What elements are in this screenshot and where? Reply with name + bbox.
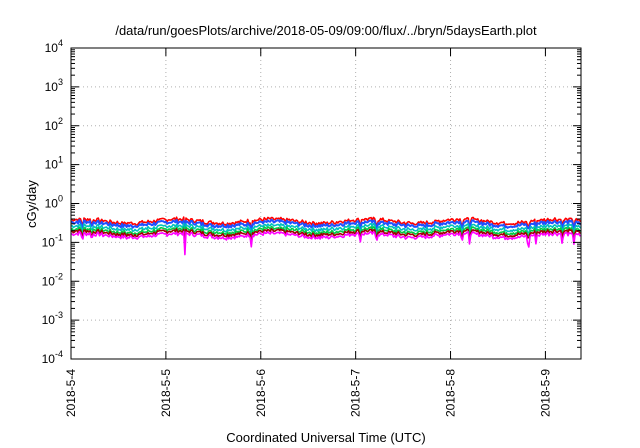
y-tick-label: 103 xyxy=(45,77,63,94)
series-lines xyxy=(70,216,582,256)
grid-lines xyxy=(71,48,581,359)
x-tick-label: 2018-5-9 xyxy=(538,369,552,417)
series-line xyxy=(70,216,582,233)
y-tick-label: 10-4 xyxy=(42,349,63,366)
y-tick-label: 104 xyxy=(45,38,63,55)
y-tick-label: 102 xyxy=(45,116,63,133)
series-line xyxy=(70,230,582,256)
x-tick-label: 2018-5-5 xyxy=(159,369,173,417)
y-tick-label: 101 xyxy=(45,155,63,172)
x-axis-label: Coordinated Universal Time (UTC) xyxy=(226,430,425,445)
y-tick-label: 10-1 xyxy=(42,232,63,249)
y-tick-label: 100 xyxy=(45,194,63,211)
y-axis-ticks: 10-4 10-3 10-2 10-1 100 101 102 103 104 xyxy=(42,38,581,366)
y-axis-label: cGy/day xyxy=(24,180,39,228)
series-line xyxy=(70,228,581,245)
series-line xyxy=(70,222,582,240)
y-tick-label: 10-3 xyxy=(42,310,63,327)
series-line xyxy=(70,218,582,236)
x-tick-label: 2018-5-8 xyxy=(444,369,458,417)
x-tick-label: 2018-5-7 xyxy=(349,369,363,417)
y-tick-label: 10-2 xyxy=(42,271,63,288)
series-line xyxy=(70,225,582,243)
x-tick-label: 2018-5-6 xyxy=(254,369,268,417)
x-tick-label: 2018-5-4 xyxy=(64,369,78,417)
x-axis-ticks: 2018-5-4 2018-5-5 2018-5-6 2018-5-7 2018-5-8… xyxy=(64,48,552,417)
chart-title: /data/run/goesPlots/archive/2018-05-09/0… xyxy=(115,23,537,38)
